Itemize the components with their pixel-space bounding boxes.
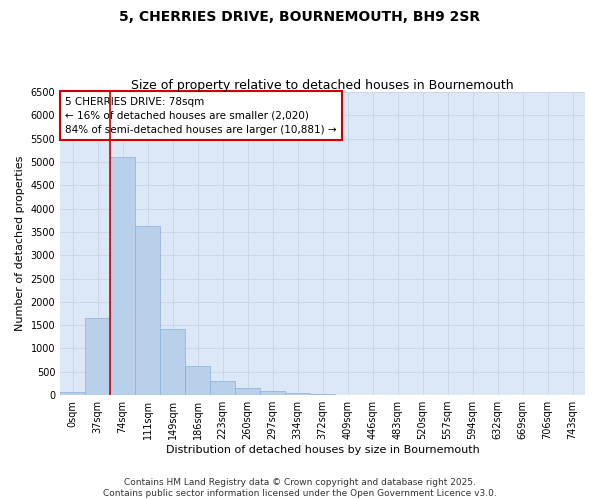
Bar bbox=[135, 226, 160, 395]
Bar bbox=[260, 392, 285, 395]
Bar bbox=[110, 158, 135, 395]
Bar bbox=[185, 366, 210, 395]
Bar bbox=[285, 393, 310, 395]
Title: Size of property relative to detached houses in Bournemouth: Size of property relative to detached ho… bbox=[131, 79, 514, 92]
Text: 5, CHERRIES DRIVE, BOURNEMOUTH, BH9 2SR: 5, CHERRIES DRIVE, BOURNEMOUTH, BH9 2SR bbox=[119, 10, 481, 24]
Text: Contains HM Land Registry data © Crown copyright and database right 2025.
Contai: Contains HM Land Registry data © Crown c… bbox=[103, 478, 497, 498]
Bar bbox=[235, 388, 260, 395]
Y-axis label: Number of detached properties: Number of detached properties bbox=[15, 156, 25, 331]
Bar bbox=[160, 329, 185, 395]
X-axis label: Distribution of detached houses by size in Bournemouth: Distribution of detached houses by size … bbox=[166, 445, 479, 455]
Bar bbox=[210, 380, 235, 395]
Bar bbox=[85, 318, 110, 395]
Bar bbox=[310, 394, 335, 395]
Text: 5 CHERRIES DRIVE: 78sqm
← 16% of detached houses are smaller (2,020)
84% of semi: 5 CHERRIES DRIVE: 78sqm ← 16% of detache… bbox=[65, 96, 337, 134]
Bar bbox=[60, 392, 85, 395]
